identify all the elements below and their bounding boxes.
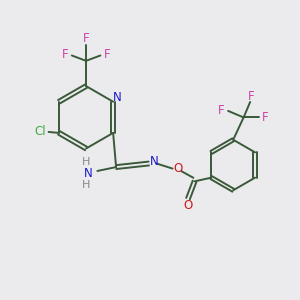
Text: H: H [82,157,91,167]
Text: Cl: Cl [34,125,46,138]
Text: N: N [83,167,92,179]
Text: N: N [149,154,158,168]
Text: F: F [103,48,110,61]
Text: H: H [82,180,91,190]
Text: N: N [112,91,122,104]
Text: F: F [83,32,89,45]
Text: F: F [262,111,269,124]
Text: O: O [174,162,183,176]
Text: F: F [62,48,69,61]
Text: O: O [183,199,193,212]
Text: F: F [248,90,255,103]
Text: F: F [218,103,225,116]
